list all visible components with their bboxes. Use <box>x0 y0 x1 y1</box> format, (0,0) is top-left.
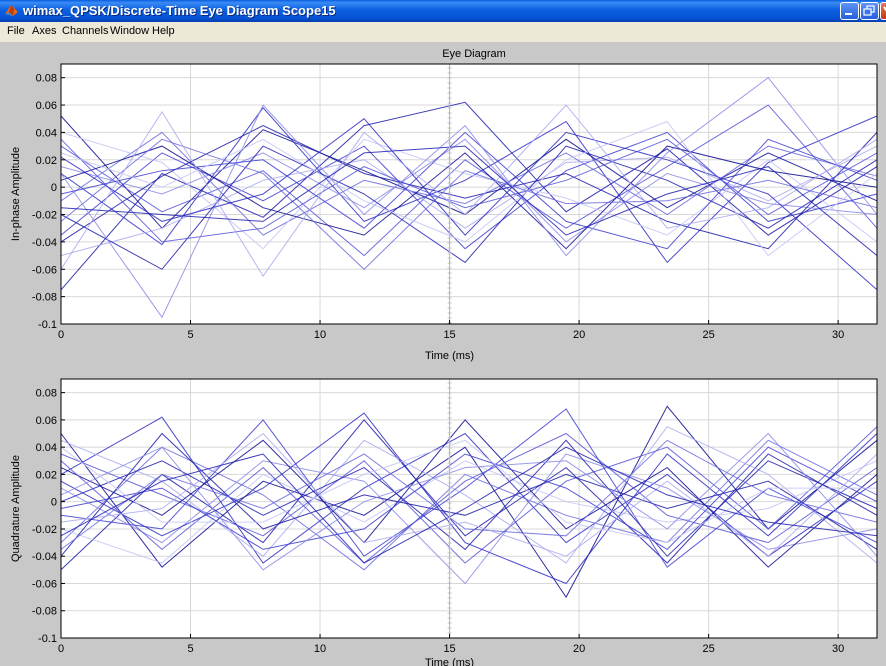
quadrature-ytick-label: -0.04 <box>32 551 57 563</box>
quadrature-trace-6 <box>60 453 878 585</box>
menu-channels[interactable]: Channels <box>62 25 109 37</box>
inphase-ytick-label: 0 <box>51 182 57 194</box>
inphase-ytick-label: 0.02 <box>36 155 57 167</box>
inphase-axes-frame <box>60 63 878 325</box>
inphase-trace-16 <box>60 77 878 319</box>
quadrature-ytick-label: 0.02 <box>36 469 57 481</box>
inphase-ytick-label: -0.02 <box>32 210 57 222</box>
inphase-xtick-label: 25 <box>702 329 714 341</box>
figure-title: Eye Diagram <box>442 48 506 60</box>
inphase-trace-4 <box>60 104 878 257</box>
inphase-trace-11 <box>60 125 878 250</box>
inphase-trace-9 <box>60 145 878 270</box>
quadrature-trace-19 <box>60 446 878 564</box>
inphase-trace-14 <box>60 138 878 243</box>
inphase-trace-18 <box>60 120 878 257</box>
quadrature-xlabel: Time (ms) <box>425 657 474 666</box>
minimize-icon <box>845 13 852 15</box>
inphase-ytick-label: 0.06 <box>36 100 57 112</box>
eye-diagram-figure: Eye Diagram 0 5 10 15 20 25 30 -0.1 -0.08 -0.06 -0… <box>10 48 878 666</box>
inphase-trace-6 <box>60 138 878 243</box>
inphase-ylabel: In-phase Amplitude <box>10 147 22 241</box>
quadrature-xtick-label: 30 <box>832 643 844 655</box>
inphase-trace-12 <box>60 118 878 291</box>
menu-file[interactable]: File <box>7 25 25 37</box>
quadrature-axes-frame <box>60 378 878 639</box>
quadrature-ytick-label: -0.1 <box>38 633 57 645</box>
quadrature-ytick-label: 0.04 <box>36 442 57 454</box>
quadrature-trace-17 <box>60 432 878 557</box>
inphase-xtick-label: 20 <box>573 329 585 341</box>
quadrature-trace-15 <box>60 439 878 550</box>
quadrature-xtick-label: 5 <box>187 643 193 655</box>
inphase-trace-3 <box>60 131 878 250</box>
quadrature-ytick-label: -0.06 <box>32 578 57 590</box>
quadrature-trace-7 <box>60 426 878 564</box>
inphase-ytick-label: -0.04 <box>32 237 57 249</box>
restore-button[interactable] <box>860 2 879 20</box>
quadrature-ytick-label: -0.02 <box>32 524 57 536</box>
quadrature-axes-background <box>61 379 877 638</box>
quadrature-trace-3 <box>60 408 878 568</box>
restore-icon <box>863 5 875 16</box>
inphase-trace-15 <box>60 138 878 270</box>
menu-window[interactable]: Window <box>110 25 150 37</box>
inphase-trace-8 <box>60 131 878 250</box>
inphase-trace-17 <box>60 104 878 278</box>
quadrature-ytick-label: 0.08 <box>36 388 57 400</box>
title-bar[interactable]: wimax_QPSK/Discrete-Time Eye Diagram Sco… <box>0 0 886 22</box>
quadrature-plot[interactable]: 0 5 10 15 20 25 30 -0.1 -0.08 -0.06 -0.04 -0.02 0 0.0… <box>10 378 878 666</box>
inphase-trace-1 <box>60 101 878 291</box>
quadrature-ytick-label: -0.08 <box>32 606 57 618</box>
window-title: wimax_QPSK/Discrete-Time Eye Diagram Sco… <box>23 3 336 18</box>
quadrature-trace-13 <box>60 446 878 551</box>
quadrature-xtick-label: 0 <box>58 643 64 655</box>
quadrature-trace-0 <box>60 405 878 599</box>
menu-axes[interactable]: Axes <box>32 25 57 37</box>
inphase-xlabel: Time (ms) <box>425 350 474 362</box>
quadrature-xtick-label: 10 <box>314 643 326 655</box>
quadrature-trace-5 <box>60 439 878 571</box>
quadrature-trace-9 <box>60 439 878 557</box>
quadrature-xtick-label: 20 <box>573 643 585 655</box>
minimize-button[interactable] <box>840 2 859 20</box>
inphase-ytick-label: -0.08 <box>32 292 57 304</box>
inphase-xtick-label: 30 <box>832 329 844 341</box>
quadrature-ylabel: Quadrature Amplitude <box>10 455 22 562</box>
inphase-axes-background <box>61 64 877 324</box>
inphase-xtick-label: 10 <box>314 329 326 341</box>
inphase-trace-2 <box>60 107 878 264</box>
quadrature-trace-11 <box>60 432 878 557</box>
inphase-xtick-label: 0 <box>58 329 64 341</box>
inphase-plot[interactable]: 0 5 10 15 20 25 30 -0.1 -0.08 -0.06 -0.04 -0.02 0 0.0… <box>10 63 878 362</box>
close-icon <box>883 6 886 12</box>
quadrature-trace-12 <box>60 412 878 585</box>
quadrature-trace-18 <box>60 439 877 544</box>
quadrature-xtick-label: 15 <box>443 643 455 655</box>
quadrature-ytick-label: 0.06 <box>36 415 57 427</box>
inphase-trace-19 <box>60 145 878 256</box>
inphase-ytick-label: -0.1 <box>38 319 57 331</box>
menu-bar: File Axes Channels Window Help <box>0 22 886 42</box>
menu-help[interactable]: Help <box>152 25 175 37</box>
inphase-xtick-label: 5 <box>187 329 193 341</box>
close-button[interactable] <box>880 2 886 20</box>
inphase-ytick-label: 0.04 <box>36 127 57 139</box>
quadrature-ytick-label: 0 <box>51 497 57 509</box>
inphase-ytick-label: -0.06 <box>32 264 57 276</box>
quadrature-xtick-label: 25 <box>702 643 714 655</box>
inphase-ytick-label: 0.08 <box>36 73 57 85</box>
matlab-app-icon <box>5 5 18 16</box>
inphase-xtick-label: 15 <box>443 329 455 341</box>
quadrature-trace-16 <box>60 432 878 571</box>
